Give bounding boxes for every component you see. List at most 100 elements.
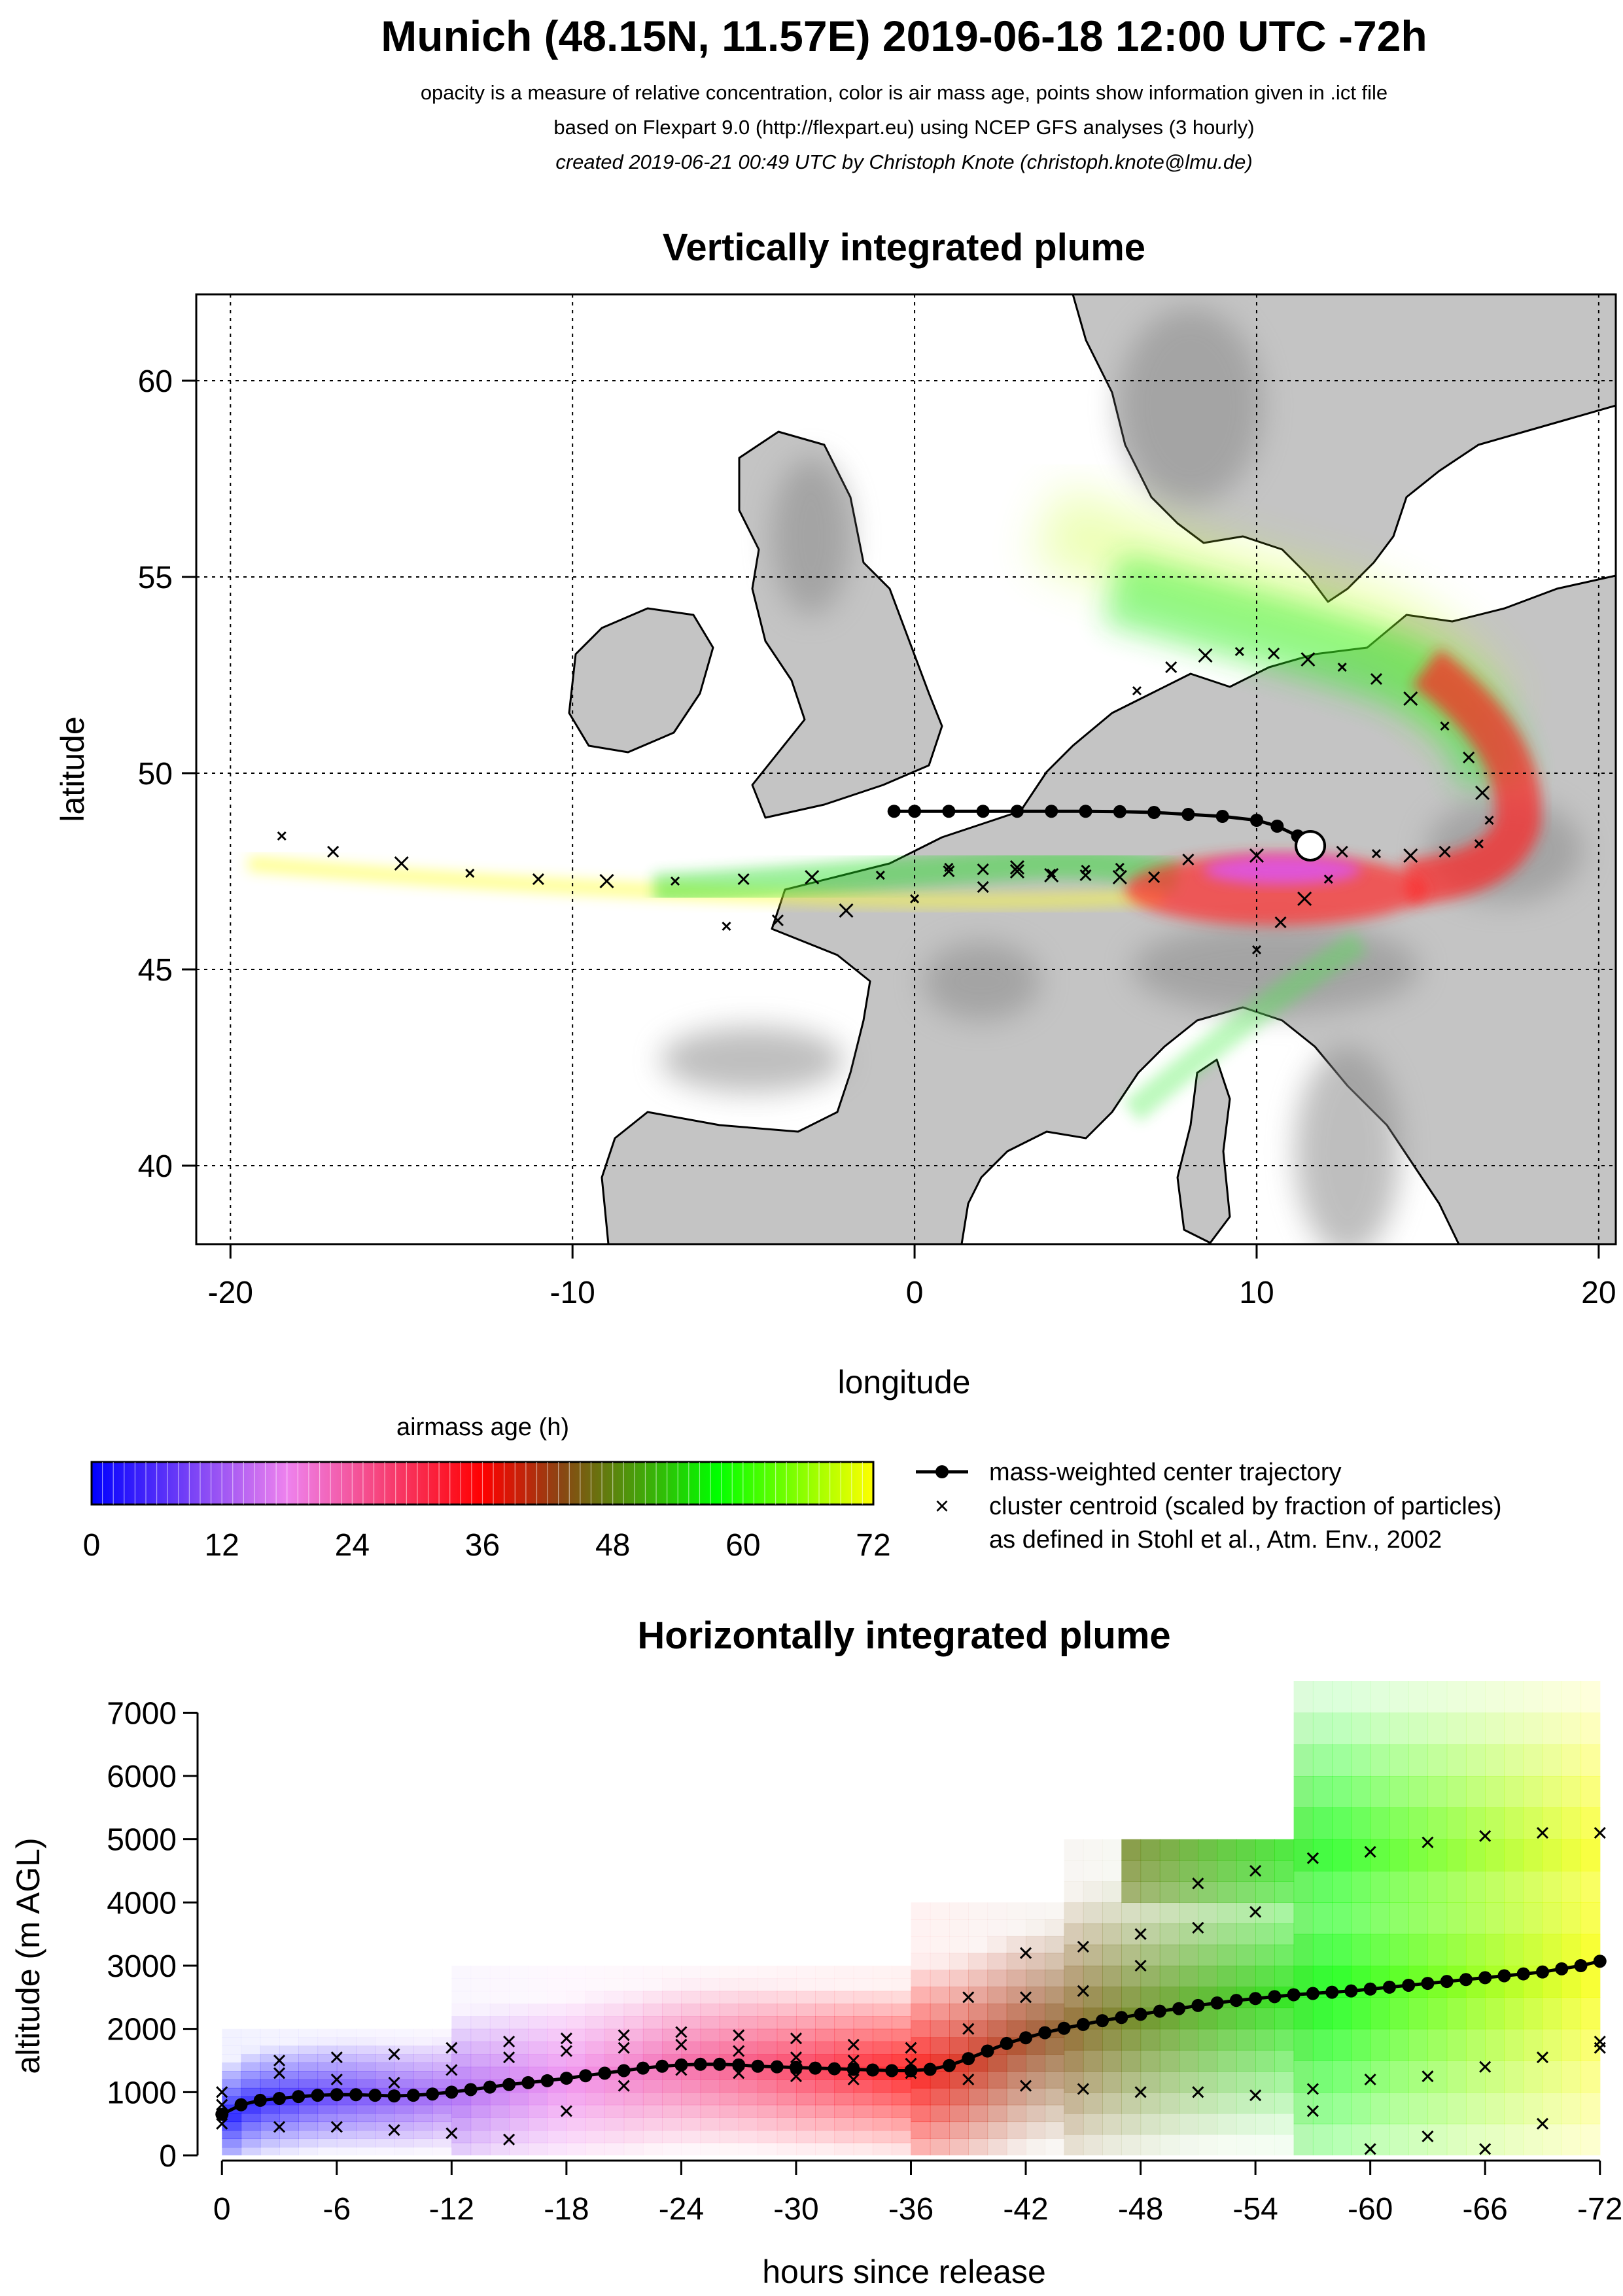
altitude-center-trajectory-point-32 — [828, 2062, 841, 2076]
plume-cell-40-8 — [987, 2004, 1007, 2021]
plume-cell-59-10 — [1351, 1807, 1371, 1840]
plume-cell-24-10 — [681, 2016, 701, 2030]
plume-cell-46-1 — [1102, 2113, 1122, 2135]
plume-cell-51-11 — [1198, 1902, 1218, 1924]
plume-cell-67-2 — [1504, 2061, 1524, 2093]
plume-cell-31-9 — [815, 2028, 835, 2042]
plume-cell-45-13 — [1083, 1860, 1103, 1882]
plume-cell-19-3 — [585, 2104, 605, 2118]
plume-cell-28-11 — [758, 2004, 778, 2017]
plume-cell-27-13 — [739, 1978, 759, 1992]
altitude-cluster-0-point-19-b — [1306, 1852, 1319, 1864]
altitude-cluster-2-point-22-b — [1479, 2061, 1492, 2073]
plume-cell-14-11 — [489, 2004, 510, 2017]
plume-cell-53-13 — [1236, 1860, 1256, 1882]
plume-cell-6-5 — [336, 2104, 357, 2114]
plume-cell-32-1 — [834, 2130, 854, 2144]
plume-cell-37-6 — [930, 2037, 950, 2055]
plume-cell-24-14 — [681, 1966, 701, 1979]
plume-cell-62-6 — [1408, 1934, 1429, 1966]
plume-cell-31-12 — [815, 1991, 835, 2004]
plume-cell-61-10 — [1389, 1807, 1409, 1840]
altitude-cluster-0-point-20 — [1364, 1845, 1376, 1858]
plume-cell-35-9 — [892, 2028, 912, 2042]
plume-cell-52-12 — [1217, 1881, 1237, 1903]
map-center-trajectory-point-3 — [1249, 814, 1263, 827]
plume-cell-8-1 — [375, 2138, 395, 2148]
plume-cell-48-7 — [1140, 1987, 1161, 2009]
plume-cell-10-9 — [413, 2071, 433, 2080]
map-center-trajectory-point-6 — [1147, 806, 1161, 819]
plume-cell-61-9 — [1389, 1839, 1409, 1871]
altitude-cluster-2-point-4 — [445, 2064, 458, 2076]
map-cluster-2-point-0 — [1132, 686, 1142, 696]
altitude-center-trajectory-point-36 — [904, 2064, 918, 2078]
plume-cell-24-8 — [681, 2042, 701, 2055]
altitude-xtick-label-10: -60 — [1348, 2192, 1393, 2227]
plume-cell-50-13 — [1179, 1860, 1198, 1882]
plume-cell-17-11 — [547, 2004, 567, 2017]
altitude-cluster-2-point-17-b — [1192, 1921, 1204, 1934]
plume-cell-12-2 — [451, 2117, 472, 2131]
altitude-cluster-1-point-0 — [216, 2117, 228, 2130]
plume-cell-30-5 — [795, 2079, 816, 2093]
plume-cell-41-0 — [1006, 2138, 1026, 2155]
plume-cell-64-0 — [1446, 2123, 1467, 2155]
plume-cell-40-0 — [987, 2138, 1007, 2155]
plume-cell-49-9 — [1159, 1944, 1179, 1966]
plume-cell-51-10 — [1198, 1923, 1218, 1945]
plume-cell-26-3 — [719, 2104, 739, 2118]
plume-cell-9-3 — [394, 2121, 414, 2131]
plume-cell-6-0 — [336, 2147, 357, 2155]
plume-cell-43-12 — [1045, 1936, 1065, 1954]
altitude-center-trajectory-point-24 — [674, 2058, 688, 2072]
plume-cell-4-2 — [298, 2130, 319, 2139]
plume-cell-47-10 — [1121, 1923, 1142, 1945]
plume-cell-66-9 — [1485, 1839, 1505, 1871]
plume-cell-52-3 — [1217, 2071, 1237, 2093]
plume-cell-21-1 — [623, 2130, 644, 2144]
plume-cell-26-13 — [719, 1978, 739, 1992]
plume-cell-2-1 — [260, 2138, 280, 2148]
map-cluster-2-point-5-b — [1300, 652, 1316, 667]
plume-cell-8-14 — [375, 2028, 395, 2038]
plume-cell-68-12 — [1523, 1744, 1543, 1777]
altitude-cluster-1-point-4-b — [445, 2127, 458, 2140]
plume-cell-29-4 — [777, 2092, 797, 2106]
map-cluster-0-point-2 — [394, 856, 409, 871]
plume-cell-44-9 — [1064, 1944, 1084, 1966]
map-frame — [195, 293, 1617, 1245]
plume-cell-45-2 — [1083, 2092, 1103, 2114]
plume-cell-15-11 — [509, 2004, 529, 2017]
plume-cell-66-8 — [1485, 1871, 1505, 1903]
plume-cell-61-11 — [1389, 1776, 1409, 1808]
plume-cell-8-13 — [375, 2037, 395, 2047]
map-cluster-4-point-0 — [1251, 945, 1262, 955]
altitude-center-trajectory-point-19 — [579, 2069, 593, 2083]
plume-cell-34-5 — [872, 2079, 892, 2093]
plume-cell-60-6 — [1370, 1934, 1390, 1966]
plume-cell-23-12 — [662, 1991, 682, 2004]
altitude-cluster-2-point-4-b — [445, 2064, 458, 2076]
plume-cell-10-12 — [413, 2045, 433, 2055]
plume-cell-1-9 — [241, 2071, 261, 2080]
altitude-cluster-0-point-2 — [330, 2051, 343, 2064]
plume-cell-42-1 — [1026, 2121, 1045, 2139]
plume-cell-52-8 — [1217, 1966, 1237, 1987]
plume-cell-57-13 — [1312, 1713, 1333, 1745]
altitude-center-trajectory-point-26 — [712, 2057, 726, 2071]
plume-cell-25-13 — [700, 1978, 720, 1992]
altitude-center-trajectory-point-20 — [598, 2066, 612, 2080]
plume-cell-48-14 — [1140, 1839, 1161, 1861]
plume-cell-22-4 — [642, 2092, 663, 2106]
plume-cell-36-2 — [911, 2104, 931, 2123]
plume-cell-9-14 — [394, 2028, 414, 2038]
plume-cell-3-12 — [279, 2045, 299, 2055]
altitude-center-trajectory-point-56 — [1287, 1988, 1300, 2002]
plume-cell-69-10 — [1542, 1807, 1562, 1840]
plume-cell-18-7 — [566, 2054, 586, 2068]
plume-cell-28-10 — [758, 2016, 778, 2030]
plume-cell-64-7 — [1446, 1902, 1467, 1935]
altitude-cluster-1-point-11 — [847, 2073, 860, 2086]
plume-cell-54-0 — [1255, 2134, 1275, 2155]
